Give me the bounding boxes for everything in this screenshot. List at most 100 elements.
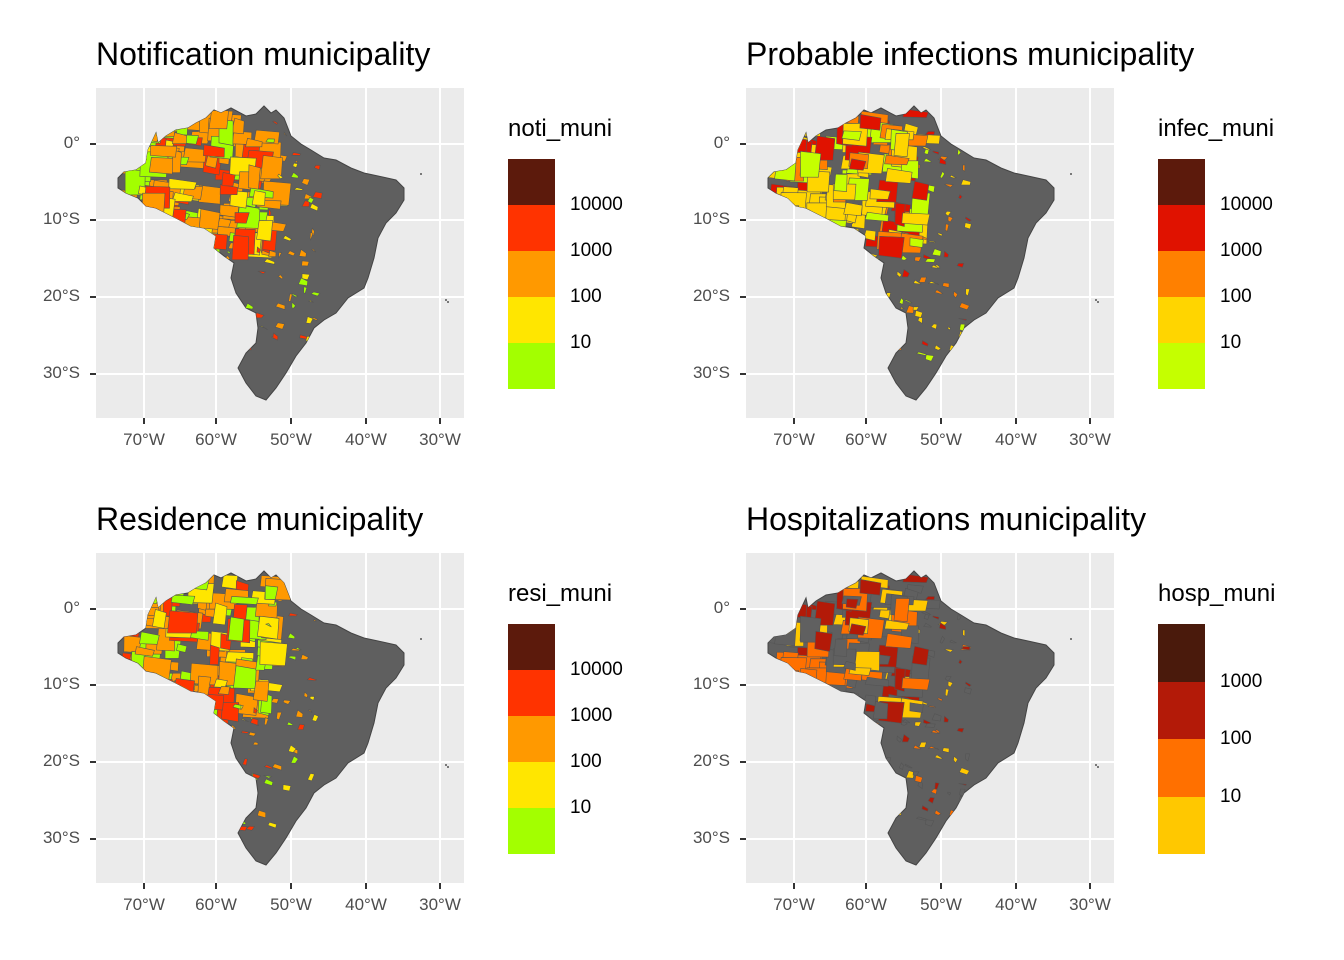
legend-title: infec_muni [1158,115,1275,142]
y-tick-mark [740,219,746,221]
legend-label: 10 [570,332,592,353]
legend-title: hosp_muni [1158,580,1276,607]
y-tick-mark [90,296,96,298]
panel-title: Notification municipality [96,36,431,72]
y-tick-label: 10°S [692,209,730,228]
island-marker [1095,299,1097,301]
legend-swatch [508,624,555,670]
island-marker [1095,764,1097,766]
island-marker [1070,638,1072,640]
x-tick-label: 40°W [995,895,1037,914]
panel: Residence municipality 0° 10°S 20°S 30°S 70°… [0,465,672,945]
legend-label: 1000 [1220,240,1263,261]
legend-label: 10 [1220,785,1242,807]
y-tick-mark [90,219,96,221]
legend: infec_muni 10000 1000 100 10 [1158,115,1275,389]
x-tick-mark [215,418,217,424]
legend-swatch [508,808,555,854]
island-marker [447,301,449,303]
y-tick-mark [90,608,96,610]
x-tick-mark [865,418,867,424]
y-tick-mark [740,684,746,686]
legend-label: 10 [1220,332,1242,353]
panel-title: Hospitalizations municipality [746,501,1147,537]
legend-label: 100 [570,286,602,307]
y-tick-mark [740,608,746,610]
map-plot-area [746,88,1114,418]
legend-swatch [1158,159,1205,205]
island-marker [1097,766,1099,768]
legend-title: resi_muni [508,580,613,607]
y-tick-mark [90,373,96,375]
y-tick-label: 20°S [42,286,80,305]
brazil-map [746,553,1114,883]
island-marker [420,638,422,640]
map-plot-area [96,88,464,418]
x-tick-mark [1089,883,1091,889]
panel-title: Probable infections municipality [746,36,1195,72]
legend-swatch [1158,739,1205,797]
y-tick-label: 20°S [692,286,730,305]
x-tick-mark [1015,418,1017,424]
legend: noti_muni 10000 1000 100 10 [508,115,623,389]
y-tick-label: 0° [63,598,80,617]
legend-label: 1000 [1220,670,1263,692]
legend-swatch [508,670,555,716]
brazil-map [96,88,464,418]
y-tick-label: 10°S [42,209,80,228]
x-tick-mark [865,883,867,889]
panel-title: Residence municipality [96,501,424,537]
x-tick-mark [143,418,145,424]
island-marker [447,766,449,768]
x-tick-label: 50°W [920,430,962,449]
legend-swatch [1158,251,1205,297]
legend-swatch [508,159,555,205]
x-tick-mark [365,883,367,889]
x-tick-mark [215,883,217,889]
x-tick-mark [940,418,942,424]
legend-label: 1000 [570,705,613,726]
legend-swatch [508,343,555,389]
panel: Notification municipality 0° 10°S 20°S 30°S… [0,0,672,480]
x-tick-mark [793,418,795,424]
y-tick-mark [740,761,746,763]
legend-swatch [1158,681,1205,739]
legend-swatch [508,297,555,343]
x-tick-mark [143,883,145,889]
brazil-map [746,88,1114,418]
y-tick-label: 30°S [692,828,730,847]
x-tick-mark [1015,883,1017,889]
x-tick-label: 50°W [270,430,312,449]
brazil-map [96,553,464,883]
y-tick-mark [90,684,96,686]
x-tick-label: 40°W [995,430,1037,449]
y-tick-label: 20°S [42,751,80,770]
legend-label: 10000 [570,194,623,215]
x-tick-label: 50°W [270,895,312,914]
legend-swatch [1158,796,1205,854]
x-tick-label: 70°W [123,430,165,449]
legend-label: 10000 [1220,194,1273,215]
legend-swatch [1158,297,1205,343]
x-tick-label: 70°W [773,430,815,449]
y-tick-mark [90,761,96,763]
x-tick-mark [365,418,367,424]
legend-swatch [1158,205,1205,251]
y-tick-label: 0° [63,133,80,152]
x-tick-label: 60°W [195,430,237,449]
x-tick-mark [290,418,292,424]
island-marker [445,299,447,301]
x-tick-label: 30°W [1069,895,1111,914]
legend-label: 100 [570,751,602,772]
legend: resi_muni 10000 1000 100 10 [508,580,623,854]
y-tick-mark [740,143,746,145]
panel: Hospitalizations municipality 0° 10°S 20°S… [650,465,1322,945]
map-plot-area [96,553,464,883]
x-tick-label: 30°W [1069,430,1111,449]
legend-swatch [508,762,555,808]
legend-label: 10 [570,797,592,818]
legend-title: noti_muni [508,115,613,142]
y-tick-label: 20°S [692,751,730,770]
x-tick-label: 40°W [345,895,387,914]
x-tick-label: 40°W [345,430,387,449]
